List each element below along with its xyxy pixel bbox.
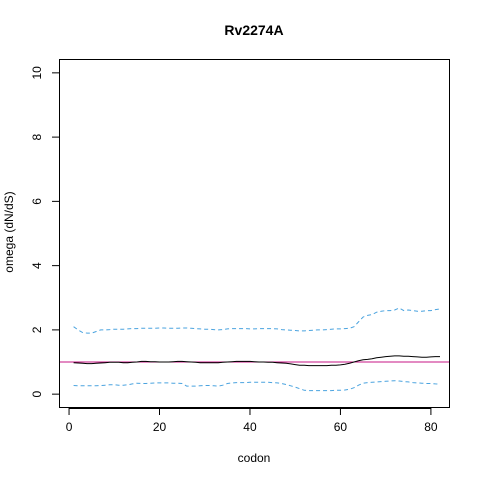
- chart-title: Rv2274A: [224, 22, 283, 38]
- omega-line: [73, 355, 440, 367]
- x-axis-label: codon: [238, 451, 271, 465]
- lower-bound-line: [73, 380, 441, 392]
- x-tick-label: 80: [424, 420, 438, 434]
- plot-area: [60, 307, 449, 392]
- y-tick-label: 2: [30, 326, 44, 333]
- y-tick-label: 10: [30, 66, 44, 80]
- y-tick-label: 0: [30, 390, 44, 397]
- upper-bound-line: [73, 307, 441, 334]
- x-tick-label: 60: [334, 420, 348, 434]
- x-tick-label: 20: [153, 420, 167, 434]
- axes: 0 20 40 60 80 0 2 4 6 8 10: [30, 66, 438, 434]
- x-tick-label: 0: [66, 420, 73, 434]
- y-tick-label: 8: [30, 133, 44, 140]
- y-tick-label: 6: [30, 198, 44, 205]
- x-tick-label: 40: [243, 420, 257, 434]
- y-tick-label: 4: [30, 262, 44, 269]
- y-axis-label: omega (dN/dS): [2, 191, 16, 272]
